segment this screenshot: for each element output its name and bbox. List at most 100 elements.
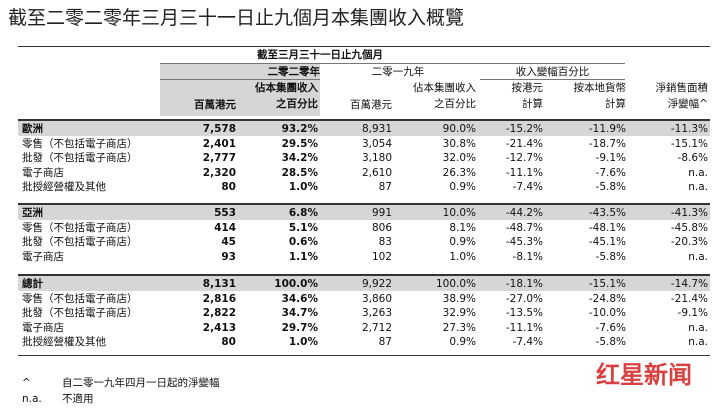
cell: -21.4% bbox=[670, 292, 708, 305]
cell: -7.6% bbox=[595, 166, 626, 179]
cell: 100.0% bbox=[435, 278, 476, 290]
cell: -20.3% bbox=[670, 236, 708, 248]
cell: -11.9% bbox=[588, 123, 626, 135]
cell: -43.5% bbox=[588, 207, 626, 219]
cell: -13.5% bbox=[505, 307, 543, 319]
cell: n.a. bbox=[688, 336, 708, 348]
column-header: 按港元 bbox=[511, 82, 544, 94]
cell: n.a. bbox=[688, 250, 708, 263]
row-label: 批發（不包括電子商店） bbox=[22, 307, 138, 319]
footnote-text: 不適用 bbox=[62, 393, 94, 405]
cell: 90.0% bbox=[442, 123, 476, 135]
cell: -27.0% bbox=[505, 292, 543, 305]
cell: 8,931 bbox=[361, 123, 392, 135]
cell: 34.2% bbox=[281, 152, 318, 164]
cell: 991 bbox=[371, 207, 392, 219]
cell: -8.6% bbox=[677, 152, 708, 164]
column-header: 佔本集團收入 bbox=[255, 82, 318, 94]
year-2020: 二零二零年 bbox=[267, 66, 321, 78]
cell: 806 bbox=[371, 221, 392, 234]
cell: n.a. bbox=[688, 321, 708, 334]
cell: 32.0% bbox=[442, 152, 476, 164]
cell: -45.1% bbox=[588, 236, 626, 248]
cell: 80 bbox=[221, 181, 236, 193]
row-label: 電子商店 bbox=[22, 250, 64, 263]
row-label: 零售（不包括電子商店） bbox=[22, 221, 138, 234]
row-label: 批授經營權及其他 bbox=[22, 336, 106, 348]
cell: 34.6% bbox=[281, 292, 318, 305]
header-shade bbox=[160, 64, 320, 116]
rule bbox=[160, 63, 625, 64]
cell: 83 bbox=[378, 236, 392, 248]
watermark: 红星新闻 bbox=[596, 360, 692, 389]
cell: -8.1% bbox=[512, 250, 543, 263]
cell: -12.7% bbox=[505, 152, 543, 164]
cell: 1.0% bbox=[288, 181, 318, 193]
cell: 93.2% bbox=[281, 123, 318, 135]
cell: 87 bbox=[378, 181, 392, 193]
cell: 0.9% bbox=[449, 236, 476, 248]
cell: 2,401 bbox=[202, 137, 236, 150]
cell: 8.1% bbox=[449, 221, 476, 234]
cell: 28.5% bbox=[281, 166, 318, 179]
cell: -21.4% bbox=[505, 137, 543, 150]
cell: 100.0% bbox=[274, 278, 318, 290]
cell: 3,180 bbox=[361, 152, 392, 164]
cell: -9.1% bbox=[677, 307, 708, 319]
cell: 93 bbox=[221, 250, 236, 263]
column-header: 計算 bbox=[522, 98, 543, 110]
cell: 0.6% bbox=[288, 236, 318, 248]
cell: 2,822 bbox=[202, 307, 236, 319]
cell: -15.1% bbox=[588, 278, 626, 290]
cell: -7.6% bbox=[595, 321, 626, 334]
cell: -11.3% bbox=[670, 123, 708, 135]
column-header: 佔本集團收入 bbox=[413, 82, 476, 94]
column-header: 之百分比 bbox=[276, 98, 318, 110]
section-rule bbox=[18, 274, 710, 276]
cell: 38.9% bbox=[442, 292, 476, 305]
period: 截至三月三十一日止九個月 bbox=[257, 49, 383, 61]
row-label: 電子商店 bbox=[22, 166, 64, 179]
area-change: 淨銷售面積 bbox=[655, 82, 709, 94]
cell: -15.2% bbox=[505, 123, 543, 135]
row-label: 批授經營權及其他 bbox=[22, 181, 106, 193]
cell: 27.3% bbox=[442, 321, 476, 334]
cell: 32.9% bbox=[442, 307, 476, 319]
section-rule bbox=[18, 119, 710, 121]
column-header: 計算 bbox=[605, 98, 626, 110]
cell: 414 bbox=[214, 221, 236, 234]
row-label: 零售（不包括電子商店） bbox=[22, 292, 138, 305]
row-label: 批發（不包括電子商店） bbox=[22, 152, 138, 164]
cell: 26.3% bbox=[442, 166, 476, 179]
cell: -18.7% bbox=[588, 137, 626, 150]
cell: 2,610 bbox=[361, 166, 392, 179]
cell: 3,054 bbox=[361, 137, 392, 150]
cell: -11.1% bbox=[505, 321, 543, 334]
cell: 0.9% bbox=[449, 181, 476, 193]
rule bbox=[160, 79, 320, 80]
cell: -14.7% bbox=[670, 278, 708, 290]
cell: 553 bbox=[214, 207, 236, 219]
cell: 3,263 bbox=[361, 307, 392, 319]
section-shade bbox=[18, 205, 710, 220]
cell: -45.8% bbox=[670, 221, 708, 234]
section-shade bbox=[18, 276, 710, 291]
column-header: 按本地貨幣 bbox=[573, 82, 627, 94]
section-rule bbox=[18, 203, 710, 205]
cell: -7.4% bbox=[512, 181, 543, 193]
cell: 29.7% bbox=[281, 321, 318, 334]
cell: 2,712 bbox=[361, 321, 392, 334]
rule bbox=[18, 46, 710, 47]
row-label: 歐洲 bbox=[22, 123, 43, 135]
row-label: 電子商店 bbox=[22, 321, 64, 334]
area-change: 淨變幅^ bbox=[667, 98, 708, 110]
cell: -10.0% bbox=[588, 307, 626, 319]
cell: 1.0% bbox=[288, 336, 318, 348]
cell: 29.5% bbox=[281, 137, 318, 150]
footnote-mark: ^ bbox=[22, 377, 31, 389]
row-label: 亞洲 bbox=[22, 207, 43, 219]
cell: 2,413 bbox=[202, 321, 236, 334]
cell: -11.1% bbox=[505, 166, 543, 179]
cell: 5.1% bbox=[288, 221, 318, 234]
